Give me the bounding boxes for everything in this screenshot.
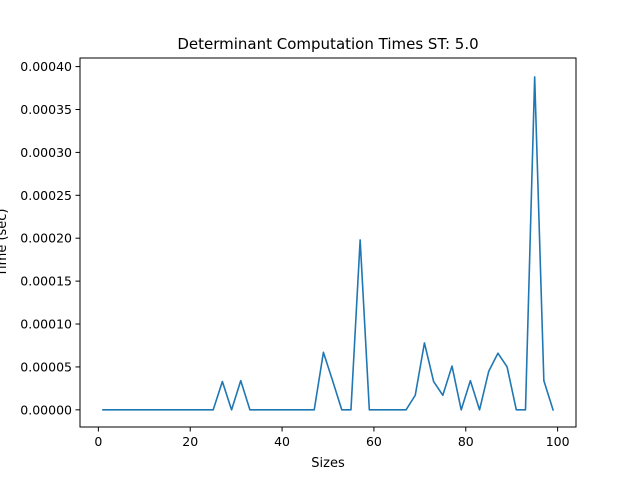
chart-title: Determinant Computation Times ST: 5.0 [177,35,478,53]
y-tick-label: 0.00005 [20,359,72,374]
y-tick-label: 0.00035 [20,102,72,117]
plot-area [102,76,555,411]
y-axis-label: Time (sec) [0,208,10,277]
y-tick-label: 0.00020 [20,231,72,246]
x-axis: 0 20 40 60 80 100 [94,427,570,449]
y-tick-label: 0.00015 [20,274,72,289]
series-line-1 [102,76,555,411]
y-tick-label: 0.00030 [20,145,72,160]
x-tick-label: 80 [458,434,474,449]
y-tick-label: 0.00000 [20,402,72,417]
axes-frame [79,57,577,428]
y-axis: 0.00000 0.00005 0.00010 0.00015 0.00020 0.000… [20,59,80,417]
y-tick-label: 0.00010 [20,317,72,332]
y-tick-label: 0.00040 [20,59,72,74]
x-tick-label: 60 [366,434,382,449]
x-tick-label: 0 [94,434,102,449]
x-tick-label: 40 [274,434,290,449]
x-axis-label: Sizes [311,456,345,471]
y-tick-label: 0.00025 [20,188,72,203]
x-tick-label: 20 [182,434,198,449]
x-tick-label: 100 [546,434,570,449]
